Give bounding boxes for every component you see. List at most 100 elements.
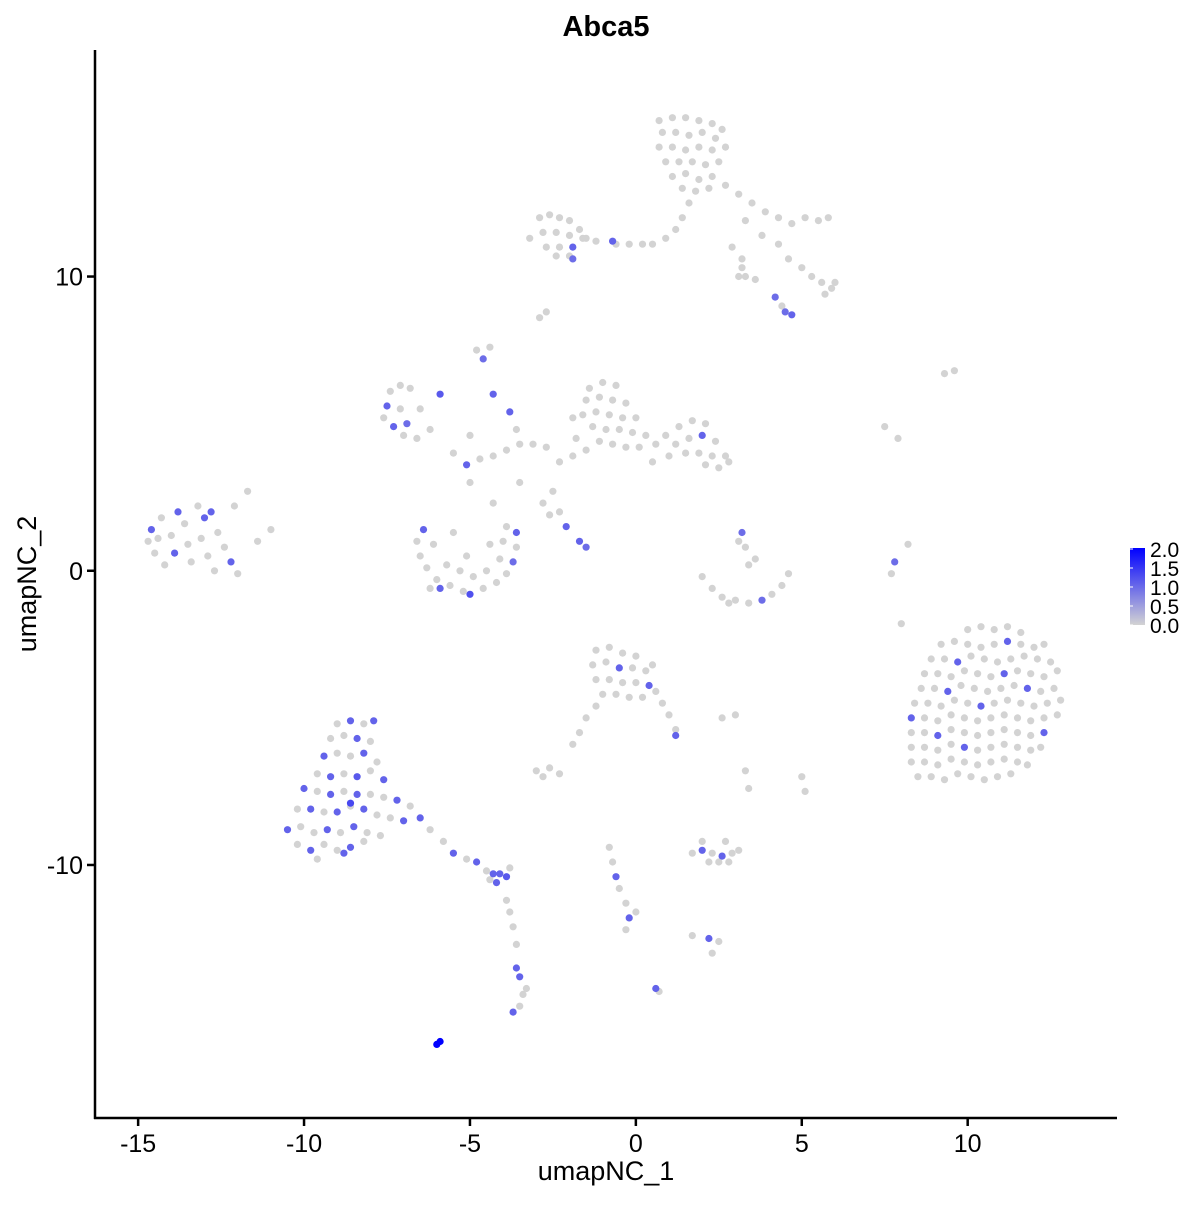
cell-point <box>672 440 680 448</box>
cell-point <box>346 843 355 851</box>
cell-point <box>516 1002 524 1010</box>
cell-point <box>655 143 663 151</box>
cell-point <box>920 714 929 722</box>
cell-point <box>413 434 421 442</box>
cell-point <box>648 240 657 248</box>
cell-point <box>698 431 706 439</box>
cell-point <box>340 787 348 796</box>
cell-point <box>672 731 680 740</box>
cell-point <box>482 867 491 875</box>
cell-point <box>658 128 667 136</box>
cell-point <box>711 134 720 142</box>
cell-point <box>718 593 726 601</box>
cell-point <box>1027 717 1035 725</box>
cell-point <box>592 408 600 416</box>
cell-point <box>569 414 577 422</box>
cell-point <box>565 217 574 225</box>
cell-point <box>506 864 514 872</box>
cell-point <box>592 237 600 245</box>
cell-point <box>575 225 584 234</box>
cell-point <box>542 308 550 316</box>
cell-point <box>628 428 637 437</box>
cell-point <box>904 540 912 548</box>
cell-point <box>575 537 584 545</box>
cell-point <box>688 158 696 166</box>
cell-point <box>708 120 716 128</box>
cell-point <box>353 790 361 799</box>
cell-point <box>682 146 690 154</box>
cell-point <box>390 423 398 431</box>
cell-point <box>665 711 673 719</box>
cell-point <box>788 220 796 228</box>
cell-point <box>1037 743 1045 751</box>
cell-point <box>366 737 374 746</box>
cell-point <box>539 228 547 236</box>
cell-point <box>323 826 331 834</box>
cell-point <box>380 776 388 784</box>
cell-point <box>784 570 793 578</box>
cell-point <box>814 217 823 225</box>
cell-point <box>645 681 653 690</box>
cell-point <box>721 143 730 151</box>
cell-point <box>509 923 517 931</box>
cell-point <box>1017 628 1025 637</box>
cell-point <box>831 278 839 286</box>
cell-point <box>698 128 706 136</box>
cell-point <box>396 381 404 389</box>
cell-point <box>774 240 783 248</box>
cell-point <box>632 652 640 660</box>
cell-point <box>552 228 560 236</box>
cell-point <box>406 802 414 810</box>
cell-point <box>466 478 474 487</box>
cell-point <box>984 687 992 696</box>
cell-point <box>741 767 750 775</box>
cell-point <box>293 805 301 813</box>
cell-point <box>728 243 736 251</box>
cell-point <box>622 399 630 407</box>
cell-point <box>619 679 627 687</box>
cell-point <box>685 199 693 207</box>
cell-point <box>353 773 361 781</box>
cell-point <box>977 702 985 710</box>
cell-point <box>426 425 434 434</box>
cell-point <box>937 640 945 648</box>
cell-point <box>575 729 584 737</box>
cell-point <box>267 526 275 534</box>
cell-point <box>745 784 753 793</box>
cell-point <box>463 461 471 469</box>
cell-point <box>542 243 550 251</box>
cell-point <box>625 914 633 922</box>
legend-tick-label: 0.0 <box>1150 615 1179 638</box>
cell-point <box>993 773 1002 781</box>
y-tick-label: 10 <box>55 264 83 292</box>
cell-point <box>725 599 733 607</box>
cell-point <box>327 790 335 799</box>
cell-point <box>333 808 341 816</box>
cell-point <box>157 514 165 522</box>
cell-point <box>429 540 438 548</box>
cell-point <box>619 649 627 657</box>
cell-point <box>950 637 959 646</box>
cell-point <box>154 534 162 543</box>
cell-point <box>492 578 501 587</box>
cell-point <box>592 676 600 684</box>
cell-point <box>509 1008 517 1016</box>
chart-title: Abca5 <box>562 11 649 43</box>
cell-point <box>536 314 544 322</box>
cell-point <box>549 487 557 495</box>
cell-point <box>449 449 457 457</box>
cell-point <box>940 370 949 378</box>
cell-point <box>987 673 995 681</box>
cell-point <box>555 243 564 251</box>
cell-point <box>416 552 424 560</box>
cell-point <box>1027 746 1035 754</box>
cell-point <box>526 234 534 242</box>
cell-point <box>482 567 491 575</box>
cell-point <box>486 343 494 351</box>
cell-point <box>615 664 623 672</box>
cell-point <box>370 717 378 725</box>
x-tick-label: 5 <box>795 1130 809 1158</box>
cell-point <box>459 587 467 596</box>
cell-point <box>934 731 942 740</box>
cell-point <box>1040 640 1048 648</box>
